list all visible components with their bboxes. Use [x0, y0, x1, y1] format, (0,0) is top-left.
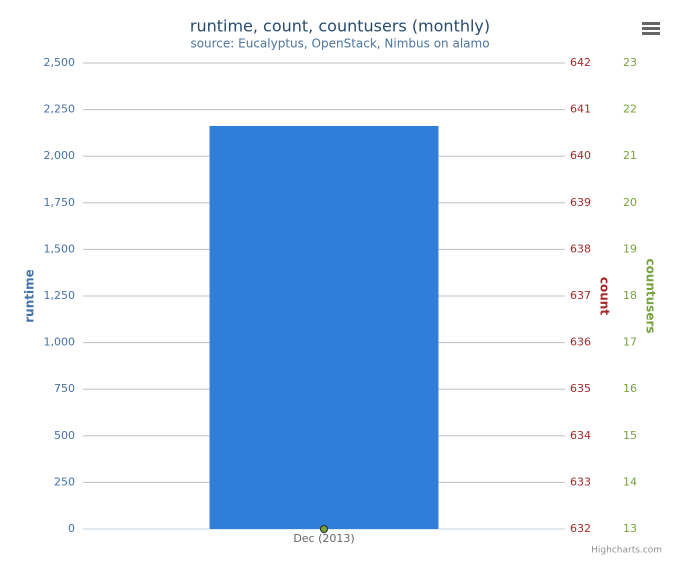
- y3-axis-title: countusers: [644, 258, 658, 333]
- y2-tick-label: 637: [570, 289, 591, 302]
- y2-tick-label: 639: [570, 196, 591, 209]
- y-tick-label: 2,500: [44, 56, 76, 69]
- y-axis-title: runtime: [23, 269, 37, 323]
- y3-tick-label: 18: [623, 289, 637, 302]
- y-tick-label: 2,000: [44, 149, 76, 162]
- y-tick-label: 1,750: [44, 196, 76, 209]
- y-tick-label: 1,500: [44, 242, 76, 255]
- y3-tick-label: 14: [623, 475, 637, 488]
- y2-tick-label: 632: [570, 522, 591, 535]
- credits: Highcharts.com: [591, 546, 662, 556]
- y3-tick-label: 15: [623, 429, 637, 442]
- y3-tick-label: 20: [623, 196, 637, 209]
- y3-tick-label: 22: [623, 103, 637, 116]
- y-tick-label: 2,250: [44, 103, 76, 116]
- y3-tick-label: 23: [623, 56, 637, 69]
- menu-bar: [642, 32, 660, 35]
- y-tick-label: 500: [54, 429, 75, 442]
- y3-tick-label: 17: [623, 336, 637, 349]
- y3-tick-label: 19: [623, 242, 637, 255]
- menu-bar: [642, 22, 660, 25]
- menu-button[interactable]: [642, 22, 660, 35]
- y2-tick-label: 633: [570, 475, 591, 488]
- y3-tick-label: 13: [623, 522, 637, 535]
- y3-tick-label: 21: [623, 149, 637, 162]
- y2-tick-label: 642: [570, 56, 591, 69]
- y3-tick-label: 16: [623, 382, 637, 395]
- y-tick-label: 0: [68, 522, 75, 535]
- y-tick-label: 750: [54, 382, 75, 395]
- y2-axis-title: count: [598, 277, 612, 315]
- point-marker: [320, 525, 328, 533]
- y2-tick-label: 638: [570, 242, 591, 255]
- y-tick-label: 250: [54, 475, 75, 488]
- x-tick-label: Dec (2013): [293, 532, 354, 545]
- y2-tick-label: 636: [570, 336, 591, 349]
- y2-tick-label: 640: [570, 149, 591, 162]
- chart-title: runtime, count, countusers (monthly): [190, 17, 490, 36]
- y2-tick-label: 635: [570, 382, 591, 395]
- y-tick-label: 1,000: [44, 336, 76, 349]
- chart-subtitle: source: Eucalyptus, OpenStack, Nimbus on…: [190, 37, 489, 51]
- bar: [209, 126, 439, 529]
- y2-tick-label: 634: [570, 429, 591, 442]
- menu-bar: [642, 27, 660, 30]
- y-tick-label: 1,250: [44, 289, 76, 302]
- y2-tick-label: 641: [570, 103, 591, 116]
